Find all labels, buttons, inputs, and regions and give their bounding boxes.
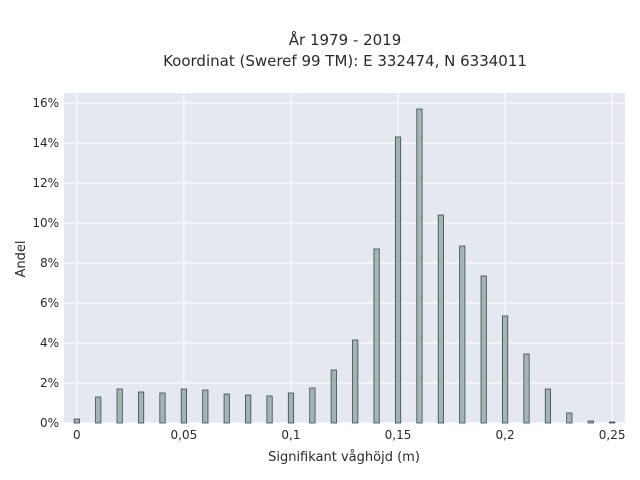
y-tick-label: 10%: [32, 216, 59, 230]
plot-area: [64, 93, 625, 423]
histogram-bar[interactable]: [287, 392, 295, 424]
y-axis-title: Andel: [14, 241, 29, 278]
y-tick-label: 16%: [32, 96, 59, 110]
histogram-bar[interactable]: [95, 396, 102, 424]
x-tick-label: 0,05: [171, 428, 198, 442]
bars-group: [73, 108, 616, 424]
histogram-bar[interactable]: [180, 388, 187, 424]
grid-lines: [64, 93, 625, 424]
histogram-bar[interactable]: [566, 412, 573, 424]
chart-title-line1: År 1979 - 2019: [289, 30, 402, 49]
histogram-bar[interactable]: [373, 248, 380, 424]
histogram-bar[interactable]: [309, 387, 316, 424]
y-tick-labels: 0% 2% 4% 6% 8% 10% 12% 14% 16%: [32, 96, 59, 430]
x-tick-label: 0,2: [496, 428, 515, 442]
x-tick-label: 0,25: [599, 428, 626, 442]
histogram-bar[interactable]: [523, 353, 530, 424]
y-tick-label: 8%: [40, 256, 59, 270]
histogram-bar[interactable]: [352, 339, 359, 424]
x-tick-label: 0,15: [385, 428, 412, 442]
y-tick-label: 6%: [40, 296, 59, 310]
y-tick-label: 4%: [40, 336, 59, 350]
histogram-bar[interactable]: [587, 420, 594, 424]
histogram-bar[interactable]: [73, 418, 80, 424]
histogram-bar[interactable]: [544, 388, 551, 424]
histogram-bar[interactable]: [159, 392, 166, 424]
y-tick-label: 14%: [32, 136, 59, 150]
histogram-bar[interactable]: [266, 395, 273, 424]
y-tick-label: 12%: [32, 176, 59, 190]
chart-title-line2: Koordinat (Sweref 99 TM): E 332474, N 63…: [163, 52, 527, 70]
histogram-bar[interactable]: [502, 315, 509, 424]
histogram-bar[interactable]: [459, 245, 466, 424]
histogram-bar[interactable]: [245, 394, 252, 424]
histogram-bar[interactable]: [609, 421, 616, 424]
x-tick-labels: 0 0,05 0,1 0,15 0,2 0,25: [73, 428, 625, 442]
x-axis-title: Signifikant våghöjd (m): [268, 450, 420, 465]
histogram-bar[interactable]: [480, 275, 487, 424]
x-tick-label: 0: [73, 428, 81, 442]
histogram-bar[interactable]: [138, 391, 145, 424]
histogram-bar[interactable]: [202, 389, 209, 424]
histogram-bar[interactable]: [416, 108, 423, 424]
x-tick-label: 0,1: [281, 428, 300, 442]
y-tick-label: 2%: [40, 376, 59, 390]
histogram-bar[interactable]: [437, 214, 444, 424]
histogram-bar[interactable]: [330, 369, 337, 424]
histogram-bar[interactable]: [116, 388, 123, 424]
histogram-bar[interactable]: [223, 393, 230, 424]
y-tick-label: 0%: [40, 416, 59, 430]
histogram-bar[interactable]: [394, 136, 402, 424]
